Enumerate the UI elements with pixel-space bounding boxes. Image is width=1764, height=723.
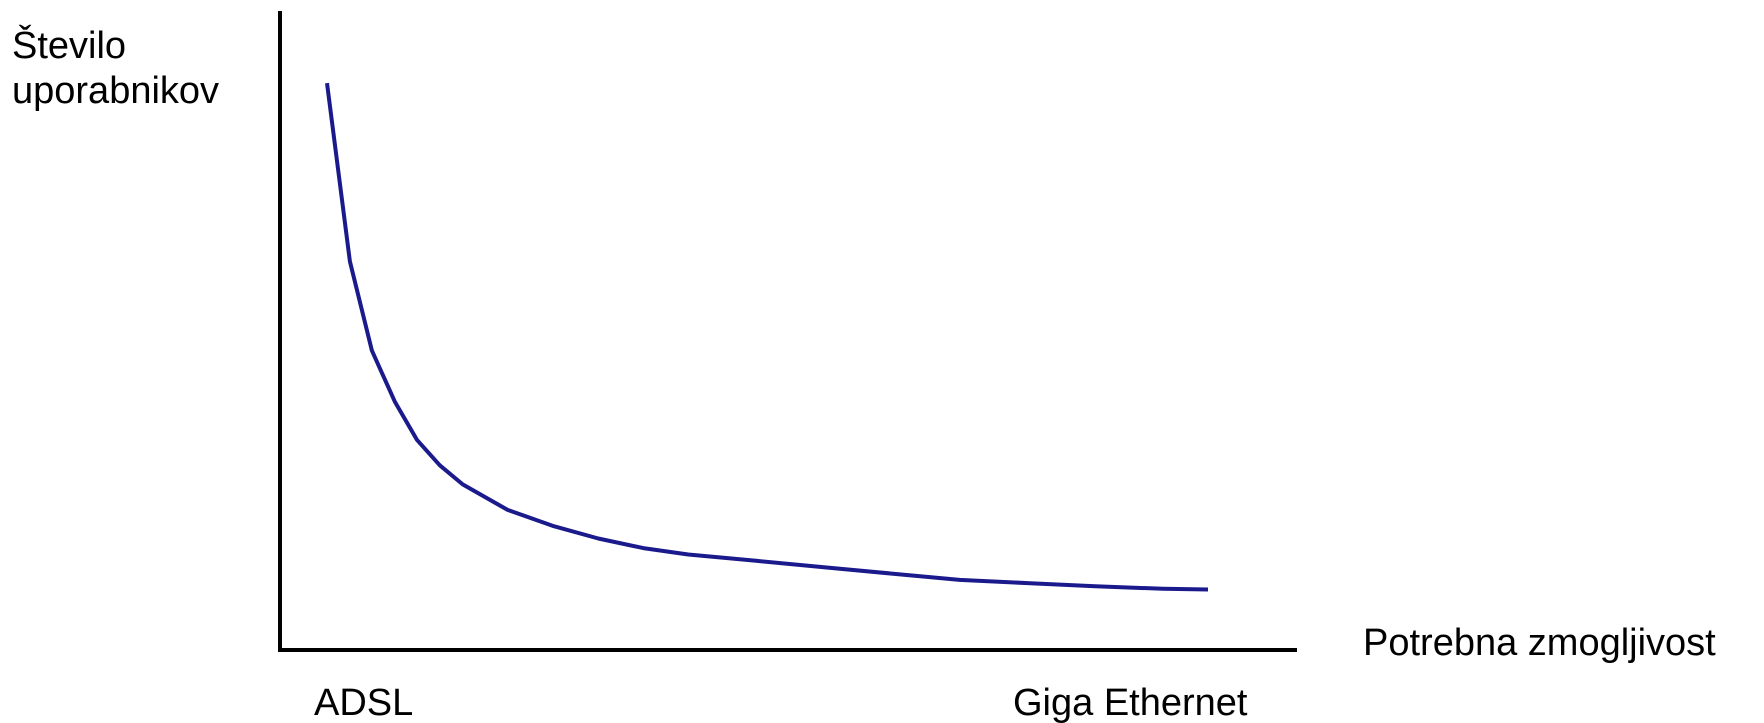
y-axis-label-line-2: uporabnikov: [12, 70, 219, 112]
x-tick-label-giga-ethernet: Giga Ethernet: [1013, 682, 1248, 723]
x-tick-label-adsl: ADSL: [314, 682, 413, 723]
y-axis-label-line-1: Število: [12, 23, 126, 67]
series-line: [325, 82, 1209, 592]
y-axis-label: Število uporabnikov: [12, 23, 219, 112]
x-axis-label: Potrebna zmogljivost: [1363, 622, 1716, 664]
